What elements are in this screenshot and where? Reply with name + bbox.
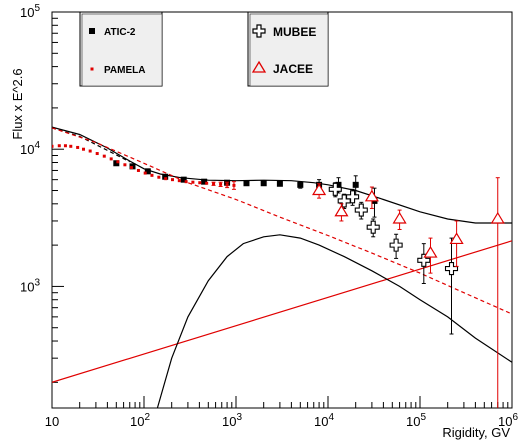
pamela-point [191,180,195,184]
atic-2-point [260,180,267,187]
pamela-point [211,181,216,186]
atic-2-point [243,180,250,187]
mubee-point [417,243,431,285]
pamela-point [82,147,86,151]
legend-box-right: MUBEE JACEE [247,11,329,87]
pamela-point [164,177,168,181]
atic-2-point [144,168,151,175]
atic-2-point [297,181,304,189]
model-curve-1 [52,126,512,224]
jacee-point [392,209,407,230]
legend-box-left: ATIC-2 PAMELA [79,11,163,87]
mubee-legend-marker [252,24,266,38]
x-axis-title: Rigidity, GV [442,425,510,440]
model-curves [52,126,512,408]
pamela-point [231,181,236,190]
axis-ticks [51,17,513,408]
pamela-point [136,168,140,172]
model-curve-4 [52,240,512,383]
pamela-point [129,166,133,170]
mubee-point [346,188,360,206]
pamela-point [198,181,202,185]
jacee-point [364,186,379,209]
atic-2-point [201,178,208,185]
mubee-legend-label: MUBEE [273,25,316,39]
mubee-point [444,237,459,335]
pamela-point [225,181,230,189]
jacee-point [334,203,349,222]
pamela-point [170,178,174,182]
pamela-point [76,145,80,149]
pamela-point [123,163,127,167]
pamela-point [102,154,106,158]
atic2-legend-marker [89,28,95,34]
pamela-point [116,160,120,164]
data-points [52,144,505,408]
pamela-point [218,181,223,187]
pamela-point [88,149,92,153]
mubee-point [328,182,342,198]
mubee-point [354,201,368,220]
atic2-legend-label: ATIC-2 [104,27,136,38]
jacee-point [312,183,327,199]
jacee-point [490,177,505,408]
atic-2-point [180,176,187,183]
pamela-point [184,180,188,184]
pamela-point [95,152,99,156]
y-axis-title: Flux x E^2.6 [10,68,25,139]
jacee-point [423,237,438,274]
x-tick-label: 10 [45,414,59,429]
jacee-point [449,220,464,267]
pamela-legend-label: PAMELA [104,65,145,76]
atic-2-point [113,160,120,167]
atic-2-point [162,173,169,180]
mubee-point [366,218,380,238]
pamela-point [57,144,61,148]
pamela-point [52,144,54,148]
jacee-legend-label: JACEE [273,62,313,76]
pamela-point [143,171,147,175]
pamela-point [69,144,73,148]
pamela-point [177,179,181,183]
pamela-point [205,181,209,185]
atic-2-point [276,180,283,187]
pamela-legend-marker [90,67,94,71]
pamela-point [109,157,113,161]
model-curve-5 [156,234,512,408]
pamela-point [157,175,161,179]
pamela-point [63,144,67,148]
pamela-point [150,173,154,177]
mubee-point [389,233,403,259]
jacee-legend-marker [251,60,267,73]
